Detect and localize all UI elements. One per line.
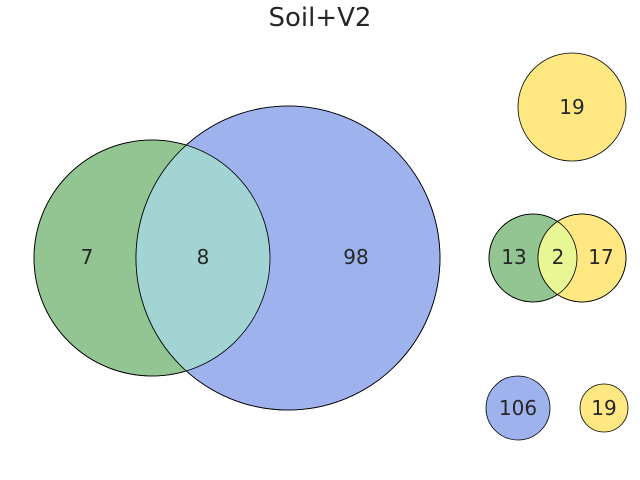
middle-green-outline	[488, 213, 578, 303]
middle-overlap-region	[538, 214, 577, 302]
bottom-left-label: 106	[499, 396, 537, 420]
bottom-right-label: 19	[591, 396, 616, 420]
middle-yellow-outline	[537, 213, 627, 303]
diagram-title: Soil+V2	[269, 3, 372, 33]
main-blue-outline	[135, 105, 441, 411]
main-venn-group: 7 8 98	[33, 105, 441, 411]
bottom-blue-circle	[485, 375, 551, 441]
middle-overlap-label: 2	[552, 245, 565, 269]
top-single-venn-group: 19	[517, 52, 627, 162]
main-green-outline	[33, 139, 271, 377]
main-left-only-label: 7	[81, 245, 94, 269]
bottom-circles-group: 106 19	[485, 375, 629, 441]
middle-right-only-label: 17	[588, 245, 613, 269]
main-overlap-region	[136, 140, 270, 376]
main-overlap-label: 8	[197, 245, 210, 269]
main-right-only-label: 98	[343, 245, 368, 269]
top-single-label: 19	[559, 95, 584, 119]
bottom-yellow-circle	[579, 383, 629, 433]
middle-venn-group: 13 2 17	[488, 213, 627, 303]
top-yellow-circle	[517, 52, 627, 162]
middle-left-only-label: 13	[501, 245, 526, 269]
